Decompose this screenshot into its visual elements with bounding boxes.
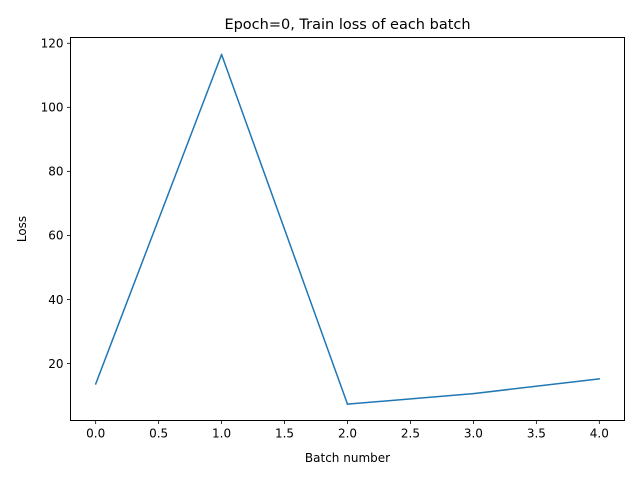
axes-frame: [70, 37, 625, 421]
y-axis-label: Loss: [15, 216, 29, 242]
x-axis-label: Batch number: [305, 451, 390, 465]
x-tick-label: 0.0: [86, 427, 105, 441]
y-tick-label: 120: [41, 37, 64, 51]
x-axis-ticks: 0.0 0.5 1.0 1.5 2.0 2.5 3.0 3.5 4.0: [86, 420, 609, 441]
x-tick-label: 1.0: [212, 427, 231, 441]
data-point: [220, 53, 223, 56]
y-tick-label: 100: [41, 101, 64, 115]
y-tick-label: 20: [48, 357, 63, 371]
x-tick-label: 2.5: [401, 427, 420, 441]
y-axis-ticks: 20 40 60 80 100 120: [41, 37, 71, 371]
y-tick-label: 40: [48, 293, 63, 307]
chart-title: Epoch=0, Train loss of each batch: [224, 17, 470, 33]
x-tick-label: 1.5: [275, 427, 294, 441]
x-tick-label: 2.0: [338, 427, 357, 441]
x-tick-label: 4.0: [590, 427, 609, 441]
x-tick-label: 3.0: [464, 427, 483, 441]
data-point: [472, 392, 475, 395]
x-tick-label: 0.5: [149, 427, 168, 441]
x-tick-label: 3.5: [527, 427, 546, 441]
y-tick-label: 80: [48, 165, 63, 179]
data-point: [94, 383, 97, 385]
plot-area: [94, 53, 601, 405]
data-point: [346, 403, 349, 405]
data-point: [598, 378, 601, 380]
series-line: [94, 53, 600, 405]
y-tick-label: 60: [48, 229, 63, 243]
